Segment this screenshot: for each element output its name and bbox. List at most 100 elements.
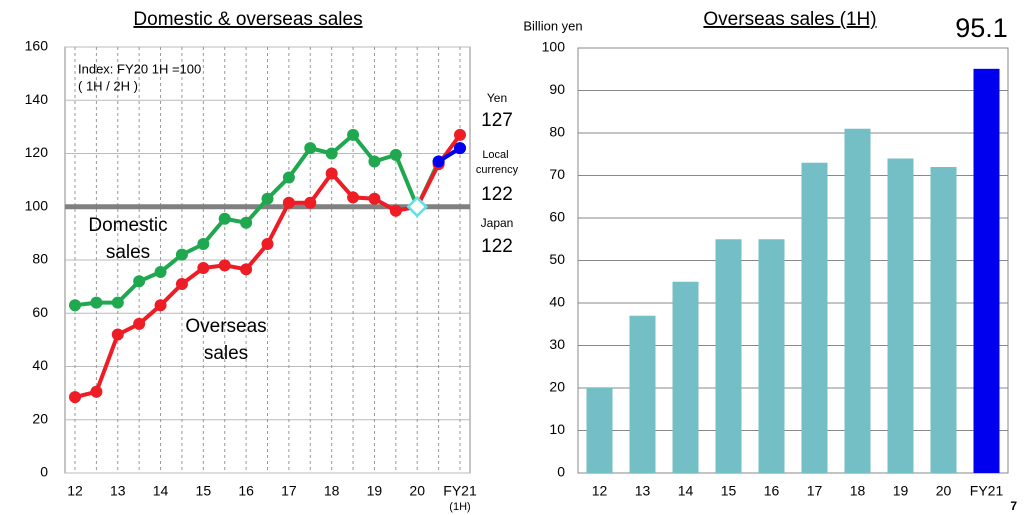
bar	[715, 239, 742, 473]
y-tick-label: 0	[557, 464, 565, 480]
y-tick-label: 140	[25, 91, 49, 107]
y-tick-label: 0	[40, 464, 48, 480]
y-tick-label: 100	[25, 197, 49, 213]
y-tick-label: 80	[549, 124, 565, 140]
x-tick-label: 12	[592, 483, 608, 499]
x-tick-label: 16	[238, 483, 254, 499]
point	[240, 216, 253, 229]
chart-title: Domestic & overseas sales	[133, 9, 362, 30]
y-tick-label: 60	[549, 209, 565, 225]
y-axis-label: Billion yen	[523, 18, 582, 33]
series-annotation: sales	[106, 242, 150, 263]
series-name: Yen	[487, 91, 507, 105]
y-tick-label: 10	[549, 421, 565, 437]
point	[111, 328, 124, 341]
point	[304, 196, 317, 209]
point	[90, 296, 103, 309]
point	[240, 263, 253, 276]
y-tick-label: 100	[542, 39, 566, 55]
bar	[672, 281, 699, 473]
base-marker	[406, 195, 428, 218]
x-tick-note: (1H)	[449, 501, 470, 513]
x-tick-label: 19	[893, 483, 909, 499]
y-tick-label: 120	[25, 144, 49, 160]
series-end-value: 127	[481, 110, 513, 131]
x-tick-label: 15	[196, 483, 212, 499]
point	[368, 155, 381, 168]
y-tick-label: 80	[32, 251, 48, 267]
point	[389, 148, 402, 161]
note: Index: FY20 1H =100	[78, 61, 201, 76]
bar	[629, 315, 656, 473]
x-tick-label: 13	[110, 483, 126, 499]
bar	[586, 388, 613, 473]
bar	[758, 239, 785, 473]
y-tick-label: 40	[549, 294, 565, 310]
point	[389, 204, 402, 217]
value-label: 95.1	[955, 13, 1008, 43]
bar	[973, 68, 1000, 473]
y-tick-label: 30	[549, 336, 565, 352]
series-annotation: Overseas	[185, 316, 266, 337]
point	[111, 296, 124, 309]
point	[282, 196, 295, 209]
x-tick-label: FY21	[443, 483, 477, 499]
y-tick-label: 70	[549, 166, 565, 182]
point	[154, 265, 167, 278]
x-tick-label: 14	[153, 483, 169, 499]
point	[218, 259, 231, 272]
y-tick-label: 20	[32, 410, 48, 426]
x-tick-label: 12	[67, 483, 83, 499]
series-end-value: 122	[481, 236, 513, 257]
point	[325, 147, 338, 160]
y-tick-label: 40	[32, 357, 48, 373]
point	[133, 317, 146, 330]
y-tick-label: 160	[25, 38, 49, 54]
series-annotation: sales	[204, 343, 248, 364]
point	[261, 192, 274, 205]
y-tick-label: 60	[32, 304, 48, 320]
bar	[930, 167, 957, 473]
point	[69, 391, 81, 404]
bar	[887, 158, 914, 473]
point	[218, 212, 231, 225]
point	[454, 128, 466, 141]
chart-title: Overseas sales (1H)	[703, 9, 876, 30]
x-tick-label: 17	[281, 483, 297, 499]
x-tick-label: 15	[721, 483, 737, 499]
point	[197, 261, 210, 274]
point	[325, 167, 338, 180]
point	[368, 192, 381, 205]
series-annotation: Domestic	[88, 215, 167, 236]
point	[304, 142, 317, 155]
x-tick-label: 17	[807, 483, 823, 499]
y-tick-label: 50	[549, 251, 565, 267]
x-tick-label: 16	[764, 483, 780, 499]
x-tick-label: 13	[635, 483, 651, 499]
x-tick-label: 20	[409, 483, 425, 499]
point	[90, 385, 103, 398]
x-tick-label: 19	[367, 483, 383, 499]
series-name: Japan	[481, 216, 514, 230]
x-tick-label: 18	[324, 483, 340, 499]
point	[154, 299, 167, 312]
point	[69, 299, 81, 312]
bar	[844, 128, 871, 473]
x-tick-label: 18	[850, 483, 866, 499]
x-tick-label: FY21	[970, 483, 1004, 499]
point	[175, 277, 188, 290]
y-tick-label: 20	[549, 379, 565, 395]
point	[175, 248, 188, 261]
point	[133, 275, 146, 288]
point	[432, 155, 445, 168]
point	[347, 128, 360, 141]
series-end-value: 122	[481, 184, 513, 205]
x-tick-label: 14	[678, 483, 694, 499]
point	[454, 142, 466, 155]
bar	[801, 162, 828, 473]
point	[197, 238, 210, 251]
page-number: 7	[1010, 499, 1017, 513]
point	[282, 171, 295, 184]
x-tick-label: 20	[936, 483, 952, 499]
